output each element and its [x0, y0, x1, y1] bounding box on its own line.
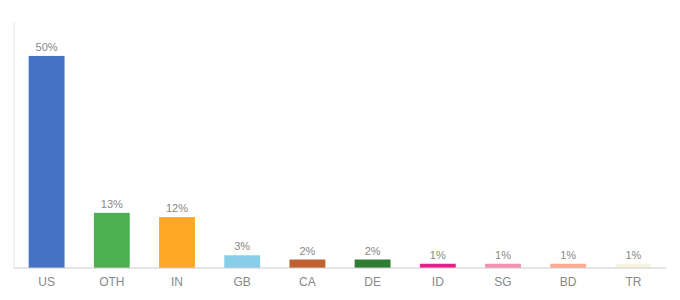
data-label: 1% — [495, 249, 511, 261]
bar — [159, 217, 195, 268]
bar — [29, 56, 65, 268]
data-label: 3% — [234, 240, 250, 252]
data-label: 50% — [36, 41, 58, 53]
bar — [420, 264, 456, 268]
x-tick-label: SG — [494, 275, 511, 289]
data-label: 12% — [166, 202, 188, 214]
bar — [289, 260, 325, 268]
bar — [485, 264, 521, 268]
chart-svg: US OTH IN GB CA DE ID SG BD TR 50% 13% 12% 3% 2% 2% 1% 1%… — [0, 0, 680, 300]
data-label: 2% — [365, 245, 381, 257]
x-tick-label: CA — [299, 275, 316, 289]
bar — [615, 264, 651, 268]
bar — [224, 255, 260, 268]
x-tick-label: BD — [560, 275, 577, 289]
y-axis-line — [14, 22, 15, 268]
x-axis-line — [14, 267, 666, 268]
bar — [550, 264, 586, 268]
data-label: 1% — [430, 249, 446, 261]
data-label: 13% — [101, 198, 123, 210]
x-tick-label: IN — [171, 275, 183, 289]
bar — [94, 213, 130, 268]
x-tick-label: TR — [625, 275, 641, 289]
x-tick-label: GB — [234, 275, 251, 289]
data-label: 2% — [299, 245, 315, 257]
x-tick-label: DE — [364, 275, 381, 289]
bars — [29, 56, 652, 268]
data-label: 1% — [560, 249, 576, 261]
chart-container: US OTH IN GB CA DE ID SG BD TR 50% 13% 12% 3% 2% 2% 1% 1%… — [0, 0, 680, 300]
data-label: 1% — [625, 249, 641, 261]
x-tick-label: ID — [432, 275, 444, 289]
x-tick-label: US — [38, 275, 55, 289]
x-tick-label: OTH — [99, 275, 124, 289]
bar — [355, 260, 391, 268]
